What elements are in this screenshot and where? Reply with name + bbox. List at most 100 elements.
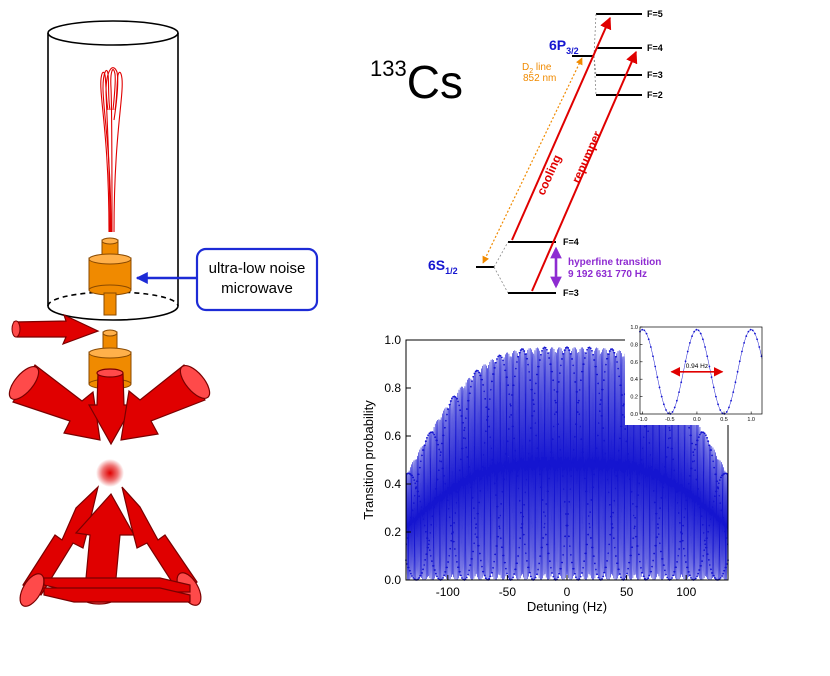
main-data-point xyxy=(531,399,534,401)
cs-energy-level-diagram: 133Cs 6P3/2 6S1/2 F=5 F=4 F=3 F=2 xyxy=(370,9,663,298)
main-data-point xyxy=(498,527,501,530)
main-data-point xyxy=(425,553,428,555)
main-data-point xyxy=(508,393,510,396)
main-data-point xyxy=(418,466,421,469)
y-tick-label: 0.8 xyxy=(384,381,401,395)
main-data-point xyxy=(674,566,677,569)
main-data-point xyxy=(492,566,494,569)
main-data-point xyxy=(667,437,670,440)
main-data-point xyxy=(519,499,521,502)
main-data-point xyxy=(690,442,693,445)
main-data-point xyxy=(705,537,708,539)
main-data-point xyxy=(519,349,522,352)
main-data-point xyxy=(562,553,564,556)
main-data-point xyxy=(719,576,722,579)
main-data-point xyxy=(554,413,556,416)
main-data-point xyxy=(430,523,433,526)
main-data-point xyxy=(514,568,517,571)
main-data-point xyxy=(582,566,584,569)
main-data-point xyxy=(682,524,684,527)
main-data-point xyxy=(708,524,710,527)
main-data-point xyxy=(426,546,429,549)
main-data-point xyxy=(518,546,520,549)
main-data-point xyxy=(614,546,616,549)
main-data-point xyxy=(539,555,542,557)
main-data-point xyxy=(542,511,545,514)
main-data-point xyxy=(463,426,466,429)
main-data-point xyxy=(555,411,558,413)
main-data-point xyxy=(606,478,609,481)
main-data-point xyxy=(535,573,538,576)
repumper-arrow xyxy=(531,50,638,292)
main-data-point xyxy=(615,475,618,477)
atom-trajectory xyxy=(100,67,123,233)
main-data-point xyxy=(510,404,512,407)
main-data-point xyxy=(413,494,416,497)
y-tick-label: 0.4 xyxy=(384,477,401,491)
main-data-point xyxy=(660,550,663,553)
inset-data-point xyxy=(686,350,689,353)
main-data-point xyxy=(688,426,691,429)
main-data-point xyxy=(530,427,533,429)
main-data-point xyxy=(433,569,436,571)
main-data-point xyxy=(674,480,677,483)
inset-data-point xyxy=(656,376,659,378)
main-data-point xyxy=(490,447,493,450)
main-data-point xyxy=(582,363,585,366)
main-data-point xyxy=(514,449,516,452)
main-data-point xyxy=(480,378,483,381)
main-data-point xyxy=(455,501,458,504)
main-data-point xyxy=(684,554,686,557)
main-data-point xyxy=(591,349,593,352)
main-data-point xyxy=(609,533,612,536)
main-data-point xyxy=(700,515,703,518)
inset-data-point xyxy=(738,360,741,363)
x-tick-label: -100 xyxy=(436,585,460,599)
main-data-point xyxy=(702,554,704,557)
main-data-point xyxy=(446,413,448,416)
main-data-point xyxy=(502,478,505,481)
main-data-point xyxy=(666,576,669,579)
main-data-point xyxy=(441,467,444,470)
main-data-point xyxy=(475,523,478,526)
main-data-point xyxy=(657,526,659,529)
main-data-point xyxy=(434,497,436,500)
main-data-point xyxy=(681,539,684,542)
main-data-point xyxy=(557,381,560,383)
main-data-point xyxy=(722,572,725,575)
main-data-point xyxy=(465,576,468,579)
callout-line-1: ultra-low noise xyxy=(209,260,306,277)
main-data-point xyxy=(585,352,587,355)
main-data-point xyxy=(648,442,651,444)
main-data-point xyxy=(723,569,726,572)
main-data-point xyxy=(636,494,639,497)
main-data-point xyxy=(559,448,562,451)
main-data-point xyxy=(587,515,590,517)
inset-data-point xyxy=(697,329,700,332)
x-tick-label: 50 xyxy=(620,585,634,599)
inset-y-tick-label: 0.8 xyxy=(630,342,638,348)
x-tick-label: 100 xyxy=(676,585,696,599)
main-data-point xyxy=(534,422,537,424)
main-data-point xyxy=(493,366,496,369)
main-data-point xyxy=(633,527,636,530)
main-data-point xyxy=(591,486,594,489)
main-data-point xyxy=(555,401,558,404)
main-data-point xyxy=(505,376,508,379)
main-data-point xyxy=(581,370,584,373)
main-data-point xyxy=(702,532,705,534)
main-data-point xyxy=(603,370,606,373)
main-data-point xyxy=(654,544,657,547)
inset-y-tick-label: 0.6 xyxy=(630,360,638,366)
main-data-point xyxy=(548,560,551,563)
main-data-point xyxy=(490,388,492,391)
main-data-point xyxy=(614,487,617,490)
main-data-point xyxy=(709,518,712,521)
main-data-point xyxy=(479,559,482,562)
main-data-point xyxy=(520,511,523,514)
main-data-point xyxy=(686,490,689,493)
main-data-point xyxy=(708,564,711,566)
main-data-point xyxy=(406,563,409,565)
main-data-point xyxy=(532,403,535,406)
main-data-point xyxy=(547,477,550,480)
